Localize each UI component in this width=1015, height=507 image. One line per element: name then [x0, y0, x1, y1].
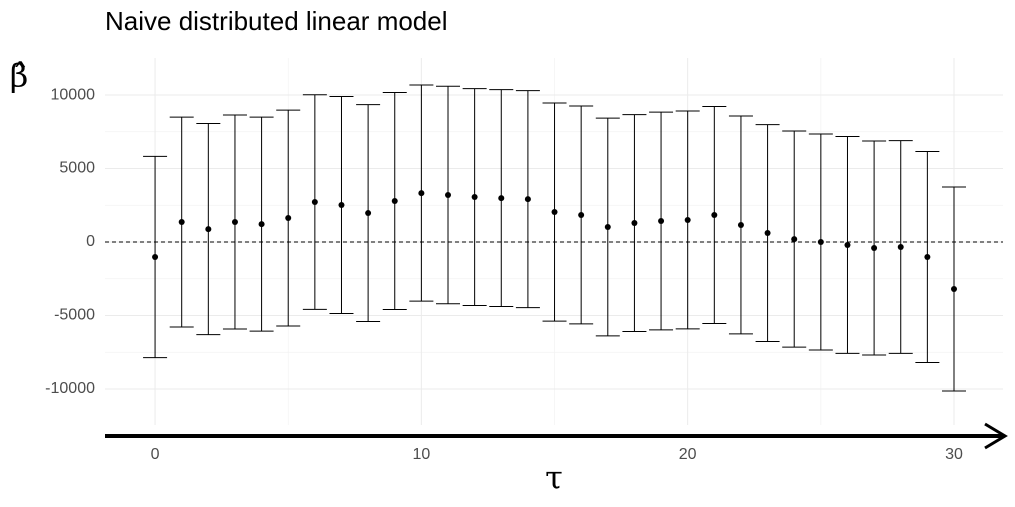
point [631, 220, 638, 227]
point [897, 244, 904, 251]
point [445, 191, 452, 198]
y-tick-label: -10000 [45, 380, 95, 397]
x-tick-label: 0 [151, 446, 160, 463]
point [658, 217, 665, 224]
point [391, 198, 398, 205]
x-tick-label: 30 [945, 446, 963, 463]
point [365, 210, 372, 217]
point [152, 254, 159, 261]
point [817, 239, 824, 246]
point [604, 224, 611, 231]
point [791, 236, 798, 243]
point [551, 209, 558, 216]
y-tick-label: 5000 [59, 160, 95, 177]
x-tick-label: 20 [679, 446, 697, 463]
point [684, 216, 691, 223]
point [924, 254, 931, 261]
point [205, 226, 212, 233]
point [950, 286, 957, 293]
chart-title: Naive distributed linear model [105, 6, 448, 36]
point [578, 211, 585, 218]
point [418, 190, 425, 197]
point [498, 195, 505, 202]
y-tick-label: -5000 [54, 307, 95, 324]
x-axis-label: τ [545, 459, 563, 497]
point [471, 194, 478, 201]
point [844, 241, 851, 248]
point [871, 245, 878, 252]
y-axis-label: β̂ [10, 57, 29, 95]
point [311, 199, 318, 206]
point [737, 221, 744, 228]
arrow-head [984, 422, 1008, 450]
point [285, 215, 292, 222]
point [258, 221, 265, 228]
point [231, 219, 238, 226]
point [711, 211, 718, 218]
y-tick-label: 0 [86, 233, 95, 250]
x-tick-label: 10 [412, 446, 430, 463]
point [178, 219, 185, 226]
point [764, 230, 771, 237]
y-tick-label: 10000 [51, 86, 96, 103]
point [338, 201, 345, 208]
point [524, 196, 531, 203]
